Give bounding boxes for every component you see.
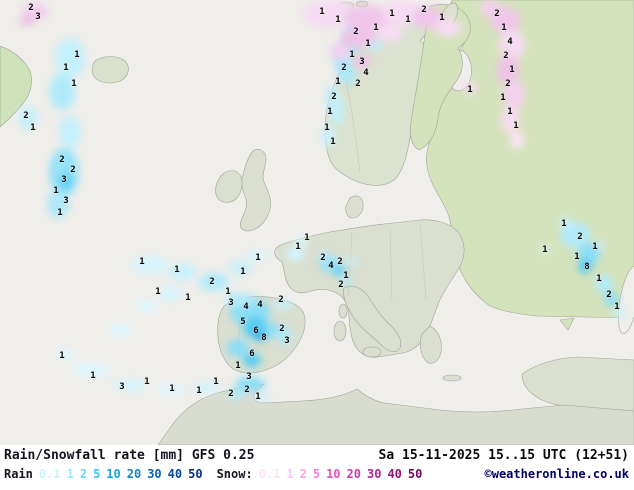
snow-scale-label: Snow: xyxy=(216,467,253,481)
snow-scale-value: 5 xyxy=(312,467,321,481)
snow-scale-value: 50 xyxy=(407,467,423,481)
copyright: ©weatheronline.co.uk xyxy=(484,467,630,481)
island-crete xyxy=(442,374,462,382)
land-greenland xyxy=(0,45,32,128)
rain-scale-label: Rain xyxy=(4,467,33,481)
land-crimea xyxy=(559,317,575,331)
map-datetime: Sa 15-11-2025 15..15 UTC (12+51) xyxy=(378,448,629,463)
snow-scale-value: 1 xyxy=(286,467,294,481)
precip-scale: Rain 0.1 1 2 5 10 20 30 40 50 Snow: 0.1 1 2 5 10 20 30… xyxy=(4,467,422,481)
snow-scale-values: 0.1 1 2 5 10 20 30 40 50 xyxy=(259,467,423,481)
island-sicily xyxy=(362,346,382,358)
snow-scale-value: 10 xyxy=(326,467,341,481)
rain-scale-value: 30 xyxy=(147,467,162,481)
snow-scale-value: 30 xyxy=(366,467,382,481)
snow-areas xyxy=(20,0,525,149)
land-italy xyxy=(343,285,402,352)
basemap-svg xyxy=(0,0,634,445)
land-ireland xyxy=(215,170,243,203)
land-iceland xyxy=(91,56,129,84)
legend-bar: Rain/Snowfall rate [mm] GFS 0.25 Sa 15-1… xyxy=(0,445,634,490)
snow-scale-value: 40 xyxy=(387,467,402,481)
land-denmark xyxy=(345,195,364,219)
rain-areas xyxy=(19,21,625,401)
island-corsica xyxy=(338,303,348,319)
snow-scale-value: 0.1 xyxy=(258,467,281,481)
rain-scale-value: 1 xyxy=(66,467,74,481)
snow-scale-value: 20 xyxy=(346,467,361,481)
island-sardinia xyxy=(333,320,347,342)
rain-scale-values: 0.1 1 2 5 10 20 30 40 50 xyxy=(39,467,203,481)
legend-row-scale: Rain 0.1 1 2 5 10 20 30 40 50 Snow: 0.1 1 2 5 10 20 30… xyxy=(4,467,629,481)
caspian-sea xyxy=(618,266,634,334)
rain-scale-value: 50 xyxy=(188,467,203,481)
land-africa xyxy=(157,383,634,445)
rain-scale-value: 5 xyxy=(93,467,101,481)
rain-scale-value: 40 xyxy=(167,467,183,481)
rain-scale-value: 10 xyxy=(106,467,121,481)
legend-row-title: Rain/Snowfall rate [mm] GFS 0.25 Sa 15-1… xyxy=(4,448,629,463)
land-finland xyxy=(409,4,471,151)
snow-scale-value: 2 xyxy=(299,467,307,481)
rain-scale-value: 0.1 xyxy=(38,467,61,481)
rain-scale-value: 20 xyxy=(126,467,142,481)
land-greece xyxy=(420,325,442,364)
map-title: Rain/Snowfall rate [mm] GFS 0.25 xyxy=(4,448,255,463)
rain-scale-value: 2 xyxy=(79,467,88,481)
